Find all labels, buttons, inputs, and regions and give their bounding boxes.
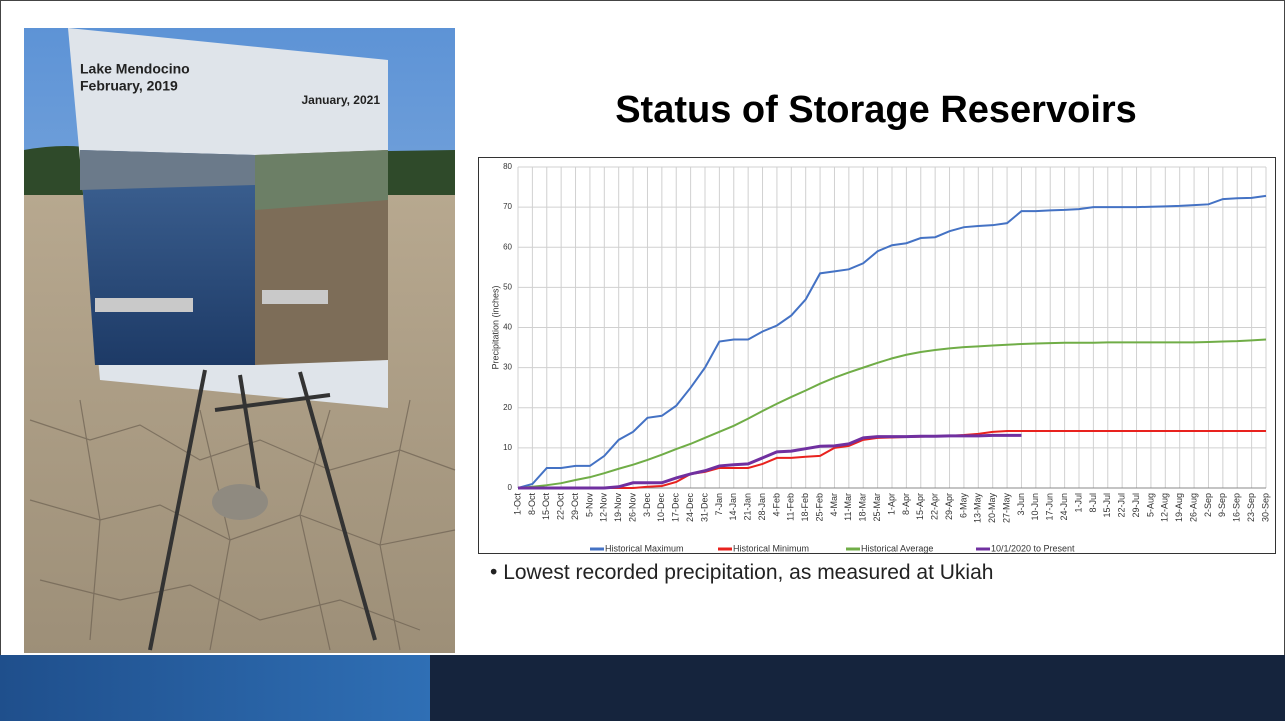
bullet-text: • Lowest recorded precipitation, as meas… — [490, 561, 993, 584]
x-tick-label: 11-Feb — [786, 493, 796, 521]
footer-band-left — [0, 655, 430, 721]
x-tick-label: 1-Apr — [886, 493, 896, 515]
photo: Lake Mendocino February, 2019 January, 2… — [24, 28, 456, 653]
x-tick-label: 12-Aug — [1160, 493, 1170, 522]
y-tick-label: 50 — [503, 282, 512, 291]
series-line — [517, 194, 1267, 489]
x-tick-label: 5-Aug — [1145, 493, 1155, 517]
x-tick-label: 2-Sep — [1203, 493, 1213, 517]
x-tick-label: 22-Jul — [1117, 493, 1127, 518]
x-tick-label: 26-Aug — [1188, 493, 1198, 522]
x-tick-label: 26-Nov — [627, 493, 637, 523]
y-tick-label: 70 — [503, 202, 512, 211]
x-tick-label: 1-Oct — [512, 493, 522, 516]
x-tick-label: 8-Apr — [901, 493, 911, 515]
y-tick-label: 80 — [503, 162, 512, 171]
photo-sign-text: February, 2019 — [80, 78, 178, 94]
series-line — [518, 433, 1022, 490]
x-tick-label: 24-Jun — [1059, 493, 1069, 521]
x-tick-label: 12-Nov — [599, 493, 609, 523]
x-tick-label: 15-Oct — [541, 493, 551, 521]
y-tick-label: 20 — [503, 403, 512, 412]
legend-label: 10/1/2020 to Present — [991, 543, 1075, 553]
x-tick-label: 25-Mar — [872, 493, 882, 522]
y-axis-label: Precipitation (inches) — [490, 285, 500, 369]
x-tick-label: 3-Jun — [1016, 493, 1026, 516]
x-tick-label: 17-Dec — [671, 493, 681, 523]
x-tick-label: 18-Feb — [800, 493, 810, 522]
x-tick-label: 13-May — [973, 493, 983, 524]
x-tick-label: 21-Jan — [743, 493, 753, 521]
x-tick-label: 4-Feb — [771, 493, 781, 517]
x-tick-label: 28-Jan — [757, 493, 767, 521]
y-tick-label: 10 — [503, 443, 512, 452]
x-tick-label: 31-Dec — [699, 493, 709, 523]
photo-sign-text: Lake Mendocino — [80, 61, 190, 77]
x-tick-label: 29-Oct — [570, 493, 580, 521]
x-tick-label: 4-Mar — [829, 493, 839, 517]
legend-label: Historical Average — [861, 543, 933, 553]
x-tick-label: 15-Apr — [915, 493, 925, 520]
x-tick-label: 24-Dec — [685, 493, 695, 523]
x-tick-label: 14-Jan — [728, 493, 738, 521]
legend-label: Historical Minimum — [733, 543, 809, 553]
x-tick-label: 8-Jul — [1088, 493, 1098, 513]
x-tick-label: 27-May — [1001, 493, 1011, 524]
x-tick-label: 18-Mar — [858, 493, 868, 522]
y-tick-label: 40 — [503, 323, 512, 332]
x-tick-label: 15-Jul — [1102, 493, 1112, 518]
series-line — [517, 338, 1267, 489]
x-tick-label: 20-May — [987, 493, 997, 524]
x-tick-label: 11-Mar — [843, 493, 853, 521]
x-tick-label: 23-Sep — [1246, 493, 1256, 522]
x-tick-label: 25-Feb — [814, 493, 824, 522]
photo-sign-text: January, 2021 — [302, 93, 381, 107]
y-tick-label: 30 — [503, 363, 512, 372]
x-tick-label: 19-Nov — [613, 493, 623, 523]
x-tick-label: 9-Sep — [1217, 493, 1227, 517]
x-tick-label: 7-Jan — [714, 493, 724, 516]
x-tick-label: 16-Sep — [1232, 493, 1242, 522]
chart: 0 10 20 30 40 50 60 70 80 1-Oct 8-Oct 15-Oct 22-Oct 2… — [490, 162, 1270, 553]
x-tick-label: 30-Sep — [1260, 493, 1270, 522]
x-tick-label: 6-May — [958, 493, 968, 519]
y-tick-label: 0 — [508, 483, 513, 492]
x-tick-label: 22-Oct — [556, 493, 566, 521]
footer-band-right — [430, 655, 1285, 721]
legend-label: Historical Maximum — [605, 543, 684, 553]
bullet-text-content: Lowest recorded precipitation, as measur… — [503, 561, 993, 584]
x-tick-label: 29-Jul — [1131, 493, 1141, 518]
x-tick-label: 10-Jun — [1030, 493, 1040, 521]
x-tick-label: 8-Oct — [527, 493, 537, 516]
x-tick-label: 3-Dec — [642, 493, 652, 518]
x-tick-label: 5-Nov — [584, 493, 594, 518]
slide-title: Status of Storage Reservoirs — [615, 89, 1137, 131]
x-tick-label: 1-Jul — [1073, 493, 1083, 513]
x-tick-label: 29-Apr — [944, 493, 954, 520]
x-tick-label: 17-Jun — [1045, 493, 1055, 521]
x-tick-label: 22-Apr — [930, 493, 940, 520]
y-tick-label: 60 — [503, 242, 512, 251]
x-tick-label: 10-Dec — [656, 493, 666, 523]
x-tick-label: 19-Aug — [1174, 493, 1184, 522]
